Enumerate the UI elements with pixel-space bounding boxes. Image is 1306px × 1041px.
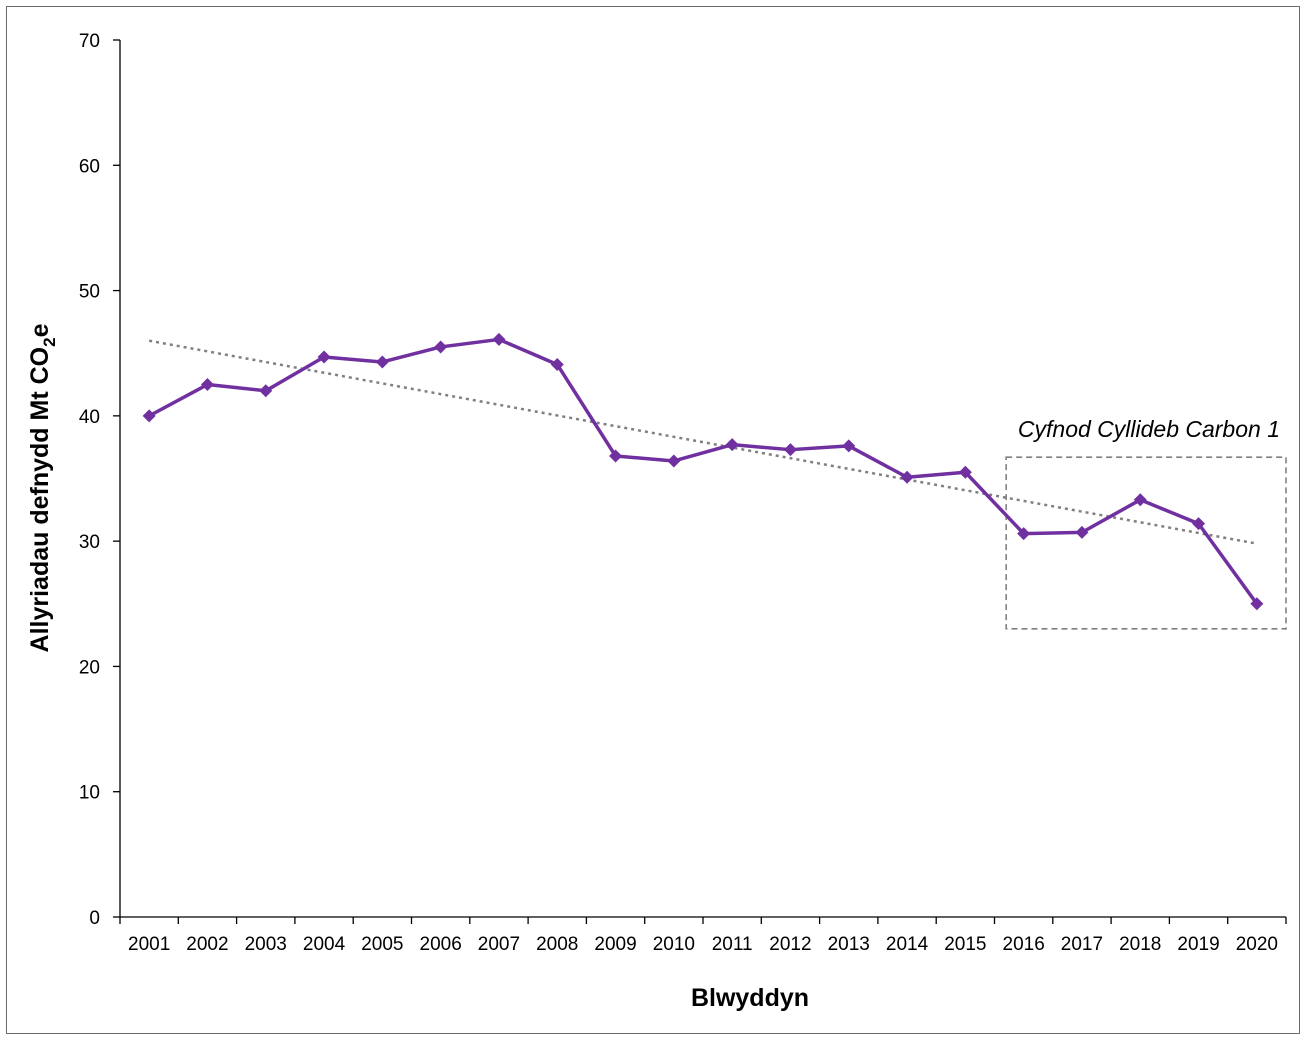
data-point-marker: [667, 454, 681, 468]
x-tick-label: 2007: [478, 934, 520, 955]
y-tick-label: 50: [79, 282, 100, 303]
y-axis-ticks: 0 10 20 30 40 50 60 70: [79, 31, 120, 929]
trend-line: [148, 339, 1258, 545]
x-tick-label: 2006: [420, 934, 462, 955]
data-point-marker: [1192, 517, 1206, 531]
data-point-marker: [200, 378, 214, 392]
y-tick-label: 10: [79, 783, 100, 804]
carbon-budget-label: Cyfnod Cyllideb Carbon 1: [1018, 416, 1280, 442]
data-point-marker: [783, 443, 797, 457]
x-tick-label: 2010: [653, 934, 695, 955]
carbon-budget-box: [1005, 456, 1287, 630]
x-tick-label: 2001: [128, 934, 170, 955]
x-tick-label: 2003: [245, 934, 287, 955]
y-axis-title-subscript: 2: [40, 337, 59, 346]
data-point-marker: [725, 438, 739, 452]
x-tick-label: 2013: [828, 934, 870, 955]
data-point-marker: [317, 350, 331, 364]
data-point-marker: [550, 357, 564, 371]
x-tick-label: 2011: [712, 934, 753, 955]
series-markers: [142, 332, 1264, 611]
y-tick-label: 70: [79, 31, 100, 52]
data-point-marker: [1017, 527, 1031, 541]
x-tick-label: 2018: [1119, 934, 1161, 955]
x-tick-label: 2008: [536, 934, 578, 955]
x-tick-label: 2004: [303, 934, 346, 955]
y-axis-title-tail: e: [26, 323, 54, 337]
x-axis-title: Blwyddyn: [691, 984, 809, 1012]
x-tick-label: 2012: [769, 934, 811, 955]
data-point-marker: [1075, 525, 1089, 539]
data-point-marker: [842, 439, 856, 453]
data-point-marker: [492, 332, 506, 346]
series-line: [148, 337, 1259, 605]
chart-frame: [6, 6, 1300, 1034]
data-point-marker: [900, 470, 914, 484]
x-tick-label: 2014: [886, 934, 929, 955]
x-tick-label: 2016: [1003, 934, 1045, 955]
x-tick-label: 2009: [594, 934, 636, 955]
x-axis-ticks: 2001 2002 2003 2004 2005 2006 2007 2008 2009 2010…: [119, 917, 1287, 955]
data-point-marker: [958, 465, 972, 479]
data-point-marker: [1133, 493, 1147, 507]
data-point-marker: [1250, 597, 1264, 611]
data-point-marker: [142, 409, 156, 423]
x-tick-label: 2019: [1177, 934, 1219, 955]
y-tick-label: 0: [89, 908, 100, 929]
y-axis-title: Allyriadau defnydd Mt CO2e: [26, 323, 59, 652]
y-tick-label: 40: [79, 407, 100, 428]
y-axis-title-main: Allyriadau defnydd Mt CO: [26, 347, 54, 653]
y-tick-label: 20: [79, 657, 100, 678]
y-tick-label: 30: [79, 532, 100, 553]
data-point-marker: [375, 355, 389, 369]
data-point-marker: [609, 449, 623, 463]
data-point-marker: [259, 384, 273, 398]
x-tick-label: 2002: [186, 934, 228, 955]
y-tick-label: 60: [79, 156, 100, 177]
x-tick-label: 2015: [944, 934, 986, 955]
data-point-marker: [434, 340, 448, 354]
x-tick-label: 2020: [1236, 934, 1278, 955]
x-tick-label: 2017: [1061, 934, 1103, 955]
x-tick-label: 2005: [361, 934, 403, 955]
